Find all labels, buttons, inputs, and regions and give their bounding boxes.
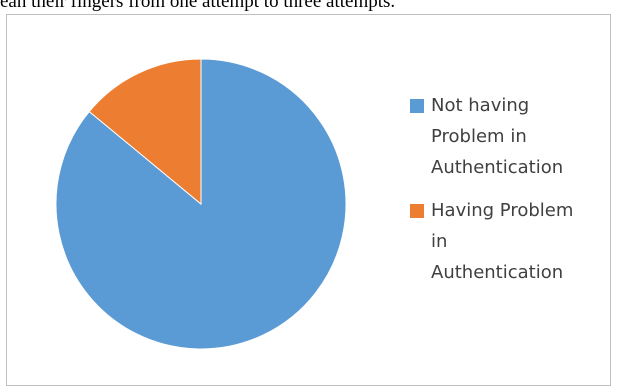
- pie-slice-having-problem: [88, 58, 202, 206]
- legend-item-having-problem: Having Problem in Authentication: [405, 195, 605, 288]
- legend-label-line-1: Not having: [431, 95, 530, 116]
- legend-label-line-2: Problem in: [431, 126, 527, 147]
- legend-label-line-2: in: [431, 231, 448, 252]
- legend-swatch-not-having-problem: [410, 99, 424, 113]
- chart-frame: Not having Problem in Authentication Hav…: [6, 14, 611, 386]
- pie-chart: [55, 58, 347, 350]
- legend-item-not-having-problem: Not having Problem in Authentication: [405, 90, 605, 183]
- chart-legend: Not having Problem in Authentication Hav…: [405, 90, 605, 300]
- legend-label-line-3: Authentication: [431, 262, 564, 283]
- document-caption-text: ean their fingers from one attempt to th…: [0, 0, 396, 12]
- legend-label-line-1: Having Problem: [431, 200, 574, 221]
- legend-swatch-having-problem: [410, 204, 424, 218]
- legend-label-line-3: Authentication: [431, 157, 564, 178]
